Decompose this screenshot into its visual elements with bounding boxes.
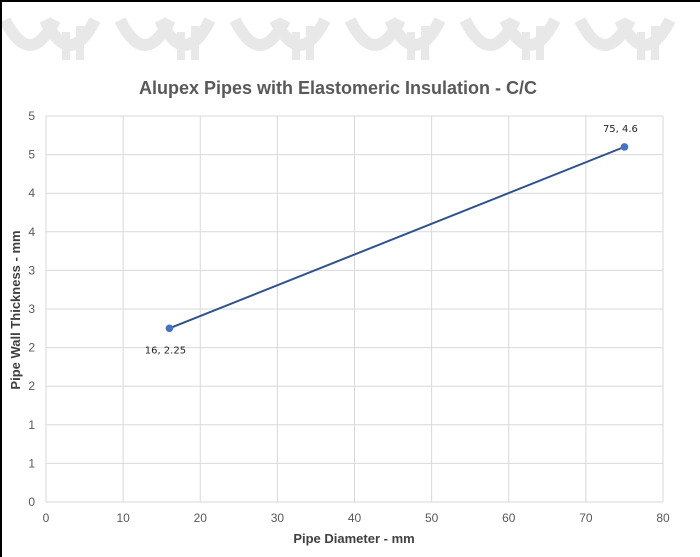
series-1 (169, 145, 625, 330)
x-tick-label: 50 (425, 511, 439, 525)
y-tick-label: 2 (28, 341, 35, 355)
y-tick-label: 0 (28, 495, 35, 509)
x-tick-label: 10 (116, 511, 130, 525)
x-tick-label: 0 (43, 511, 50, 525)
x-tick-label: 20 (194, 511, 208, 525)
watermark-logo (5, 20, 670, 60)
y-tick-label: 5 (28, 109, 35, 123)
series-line (169, 145, 625, 330)
x-tick-label: 70 (579, 511, 593, 525)
data-label: 16, 2.25 (145, 345, 186, 356)
x-tick-label: 80 (656, 511, 670, 525)
y-axis-ticks: 0 1 1 2 2 3 3 4 4 5 5 (28, 109, 35, 509)
x-tick-label: 40 (348, 511, 362, 525)
y-axis-title: Pipe Wall Thickness - mm (8, 230, 23, 389)
data-points (165, 143, 629, 333)
y-tick-label: 1 (28, 456, 35, 470)
chart-title: Alupex Pipes with Elastomeric Insulation… (139, 78, 537, 98)
y-tick-label: 2 (28, 379, 35, 393)
data-point (165, 324, 174, 333)
y-tick-label: 5 (28, 148, 35, 162)
y-tick-label: 4 (28, 225, 35, 239)
x-tick-label: 60 (502, 511, 516, 525)
y-tick-label: 3 (28, 263, 35, 277)
x-tick-label: 30 (271, 511, 285, 525)
y-tick-label: 4 (28, 186, 35, 200)
x-axis-title: Pipe Diameter - mm (293, 531, 414, 546)
y-tick-label: 1 (28, 418, 35, 432)
grid (45, 115, 664, 503)
y-tick-label: 3 (28, 302, 35, 316)
x-axis-ticks: 0 10 20 30 40 50 60 70 80 (43, 511, 670, 525)
data-point (620, 143, 629, 151)
data-labels: 16, 2.25 75, 4.6 (145, 124, 638, 356)
data-label: 75, 4.6 (603, 124, 638, 135)
